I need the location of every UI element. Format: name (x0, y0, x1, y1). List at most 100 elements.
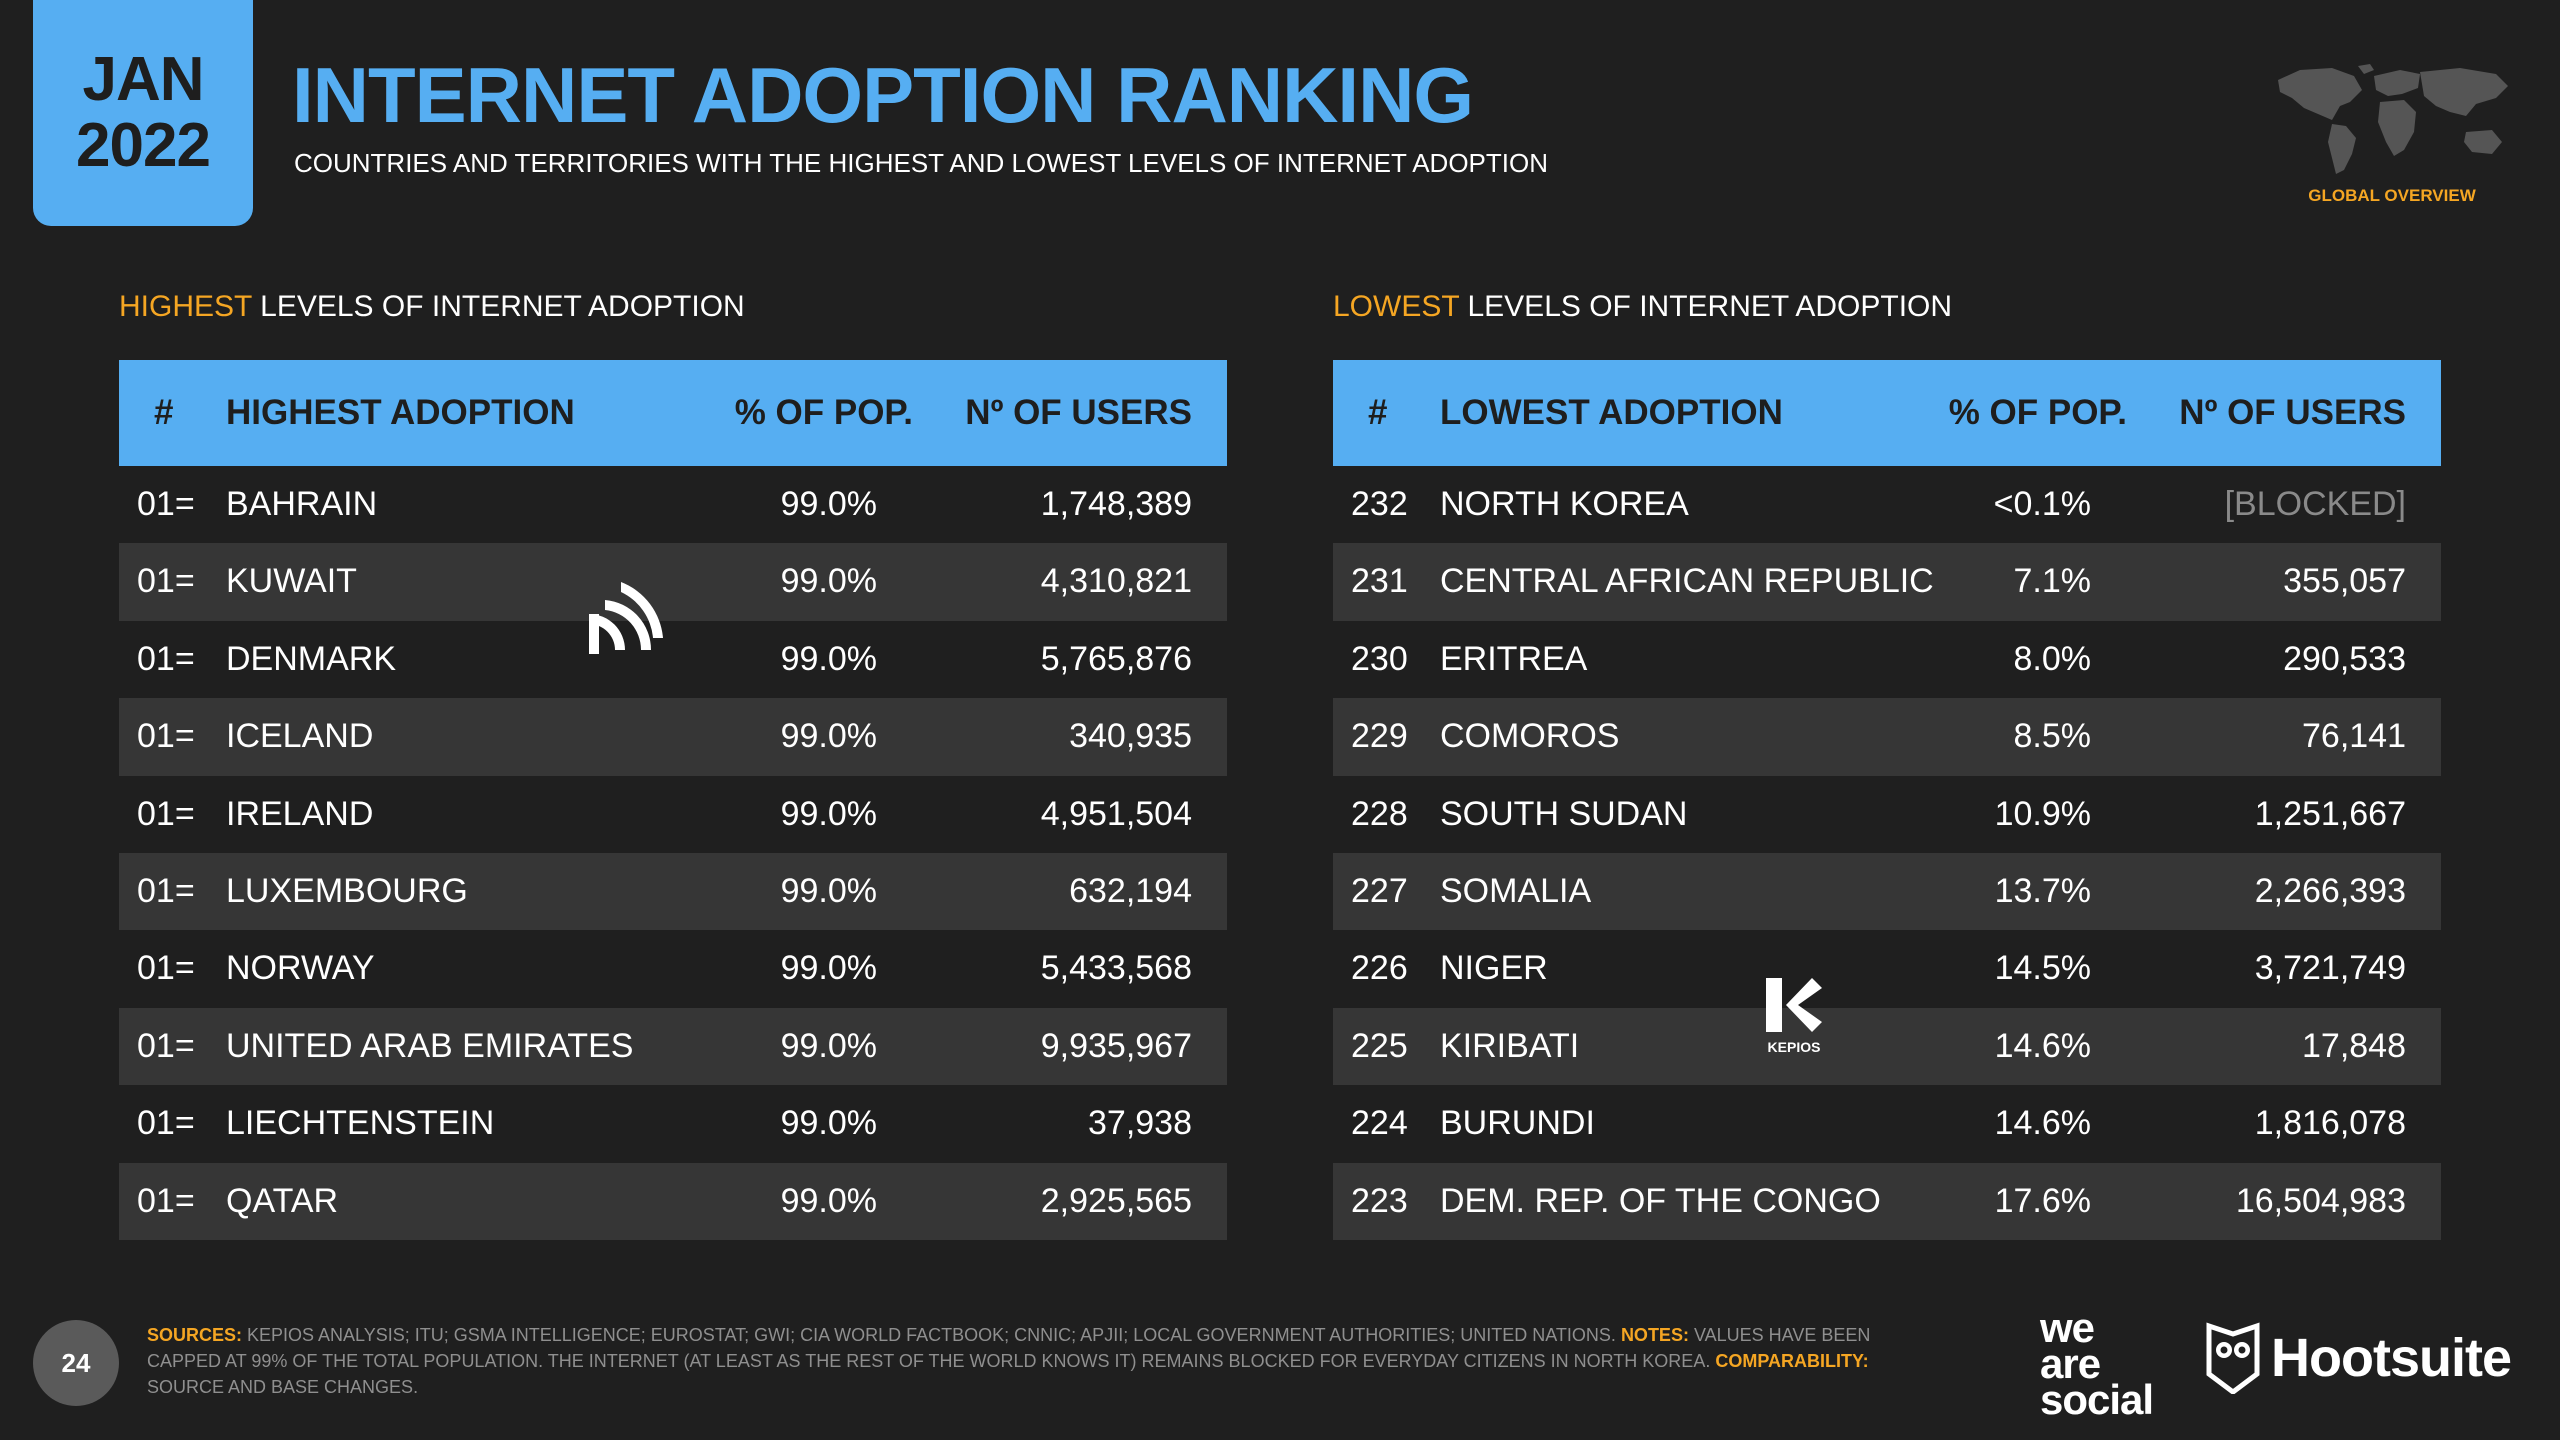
row-users: 3,721,749 (2254, 949, 2406, 988)
table-header: # LOWEST ADOPTION % OF POP. Nº OF USERS (1333, 360, 2441, 466)
row-pct: 99.0% (780, 1181, 877, 1220)
table-row: 228 SOUTH SUDAN 10.9% 1,251,667 (1333, 776, 2441, 853)
lowest-section-title: LOWEST LEVELS OF INTERNET ADOPTION (1333, 290, 1952, 324)
table-row: 01= KUWAIT 99.0% 4,310,821 (119, 543, 1227, 621)
page-subtitle: COUNTRIES AND TERRITORIES WITH THE HIGHE… (294, 148, 1548, 178)
row-pct: 10.9% (1994, 794, 2091, 833)
header-rank: # (1368, 393, 1388, 432)
comparability-text: SOURCE AND BASE CHANGES. (147, 1377, 419, 1397)
row-rank: 01= (137, 639, 195, 678)
header-name: HIGHEST ADOPTION (226, 393, 575, 432)
header-name: LOWEST ADOPTION (1440, 393, 1783, 432)
row-country: DENMARK (226, 639, 397, 678)
row-country: DEM. REP. OF THE CONGO (1440, 1181, 1881, 1220)
kepios-watermark: KEPIOS (1764, 976, 1824, 1055)
table-row: 01= QATAR 99.0% 2,925,565 (119, 1162, 1227, 1240)
row-country: QATAR (226, 1181, 339, 1220)
row-rank: 230 (1351, 639, 1408, 678)
row-pct: 14.6% (1994, 1026, 2091, 1065)
row-users: 1,251,667 (2254, 794, 2406, 833)
datareportal-watermark-icon (589, 582, 663, 654)
table-row: 01= NORWAY 99.0% 5,433,568 (119, 930, 1227, 1007)
table-row: 223 DEM. REP. OF THE CONGO 17.6% 16,504,983 (1333, 1162, 2441, 1240)
table-row: 225 KIRIBATI 14.6% 17,848 (1333, 1007, 2441, 1086)
row-country: BURUNDI (1440, 1104, 1595, 1143)
row-rank: 01= (137, 871, 195, 910)
row-rank: 226 (1351, 949, 1408, 988)
row-rank: 232 (1351, 485, 1408, 523)
row-rank: 224 (1351, 1104, 1408, 1143)
row-country: LIECHTENSTEIN (226, 1104, 495, 1143)
sources-label: SOURCES: (147, 1325, 243, 1345)
row-country: LUXEMBOURG (226, 871, 468, 910)
row-country: SOUTH SUDAN (1440, 794, 1688, 833)
row-users: 4,951,504 (1040, 794, 1192, 833)
row-users: 2,925,565 (1040, 1181, 1192, 1220)
row-users: 5,765,876 (1040, 639, 1192, 678)
kepios-label: KEPIOS (1767, 1039, 1821, 1055)
row-pct: 8.5% (2013, 717, 2092, 756)
row-country: CENTRAL AFRICAN REPUBLIC (1440, 562, 1934, 601)
header-pct: % OF POP. (1948, 393, 2127, 432)
row-users: 2,266,393 (2254, 871, 2406, 910)
world-map-icon (2278, 64, 2508, 174)
table-row: 01= LIECHTENSTEIN 99.0% 37,938 (119, 1085, 1227, 1162)
table-row: 01= ICELAND 99.0% 340,935 (119, 698, 1227, 776)
row-rank: 01= (137, 1026, 195, 1065)
table-row: 226 NIGER 14.5% 3,721,749 (1333, 930, 2441, 1007)
table-row: 224 BURUNDI 14.6% 1,816,078 (1333, 1085, 2441, 1162)
header-users: Nº OF USERS (965, 393, 1192, 432)
row-country: NORWAY (226, 949, 375, 988)
notes-label: NOTES: (1620, 1325, 1689, 1345)
row-pct: 99.0% (780, 794, 877, 833)
comparability-label: COMPARABILITY: (1715, 1351, 1869, 1371)
row-rank: 01= (137, 949, 195, 988)
row-rank: 223 (1351, 1181, 1408, 1220)
brand-we: we (2040, 1304, 2095, 1351)
table-row: 01= IRELAND 99.0% 4,951,504 (119, 776, 1227, 853)
row-rank: 01= (137, 485, 195, 523)
row-country: KIRIBATI (1440, 1026, 1580, 1065)
row-pct: 14.5% (1994, 949, 2091, 988)
highest-section-rest: LEVELS OF INTERNET ADOPTION (251, 290, 745, 323)
we-are-social-logo: we are social (2040, 1304, 2154, 1423)
highest-section-title: HIGHEST LEVELS OF INTERNET ADOPTION (119, 290, 745, 324)
row-pct: 99.0% (780, 485, 877, 523)
row-rank: 01= (137, 1104, 195, 1143)
row-pct: 99.0% (780, 1104, 877, 1143)
row-users: 632,194 (1069, 871, 1192, 910)
header-users: Nº OF USERS (2179, 393, 2406, 432)
row-users: 17,848 (2302, 1026, 2406, 1065)
row-rank: 01= (137, 562, 195, 601)
row-country: ICELAND (226, 717, 374, 756)
row-users: 1,748,389 (1040, 485, 1192, 523)
row-users: 16,504,983 (2235, 1181, 2406, 1220)
notes-text: VALUES HAVE BEEN CAPPED AT 99% OF THE TO… (147, 1325, 1871, 1371)
row-country: NORTH KOREA (1440, 485, 1689, 523)
row-rank: 228 (1351, 794, 1408, 833)
table-row: 230 ERITREA 8.0% 290,533 (1333, 621, 2441, 698)
row-rank: 225 (1351, 1026, 1408, 1065)
row-country: NIGER (1440, 949, 1548, 988)
row-country: ERITREA (1440, 639, 1588, 678)
row-country: SOMALIA (1440, 871, 1592, 910)
row-rank: 01= (137, 1181, 195, 1220)
row-users: 1,816,078 (2254, 1104, 2406, 1143)
date-year: 2022 (76, 111, 211, 180)
row-pct: 17.6% (1994, 1181, 2091, 1220)
row-rank: 231 (1351, 562, 1408, 601)
date-month: JAN (82, 45, 204, 114)
table-row: 01= DENMARK 99.0% 5,765,876 (119, 621, 1227, 698)
brand-are: are (2040, 1340, 2101, 1387)
row-rank: 01= (137, 717, 195, 756)
brand-social: social (2040, 1376, 2154, 1423)
page-title: INTERNET ADOPTION RANKING (292, 51, 1474, 139)
row-country: KUWAIT (226, 562, 357, 601)
row-rank: 229 (1351, 717, 1408, 756)
table-row: 01= BAHRAIN 99.0% 1,748,389 (119, 466, 1227, 543)
row-users: 76,141 (2302, 717, 2406, 756)
highest-section-highlight: HIGHEST (119, 290, 252, 323)
table-row: 01= UNITED ARAB EMIRATES 99.0% 9,935,967 (119, 1007, 1227, 1086)
row-users: 290,533 (2283, 639, 2406, 678)
brand-hootsuite: Hootsuite (2271, 1328, 2512, 1388)
